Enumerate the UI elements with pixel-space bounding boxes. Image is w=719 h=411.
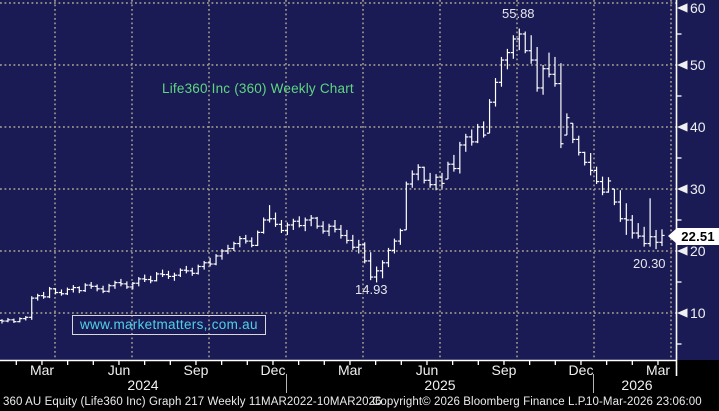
watermark-text: www.marketmatters,.com.au — [80, 317, 258, 332]
x-axis-year-label: 2024 — [127, 377, 159, 393]
last-price-tag: 22.51 — [668, 227, 719, 245]
x-axis-month-label: Mar — [337, 362, 363, 378]
chart-title: Life360 Inc (360) Weekly Chart — [162, 81, 354, 96]
plot-background — [0, 0, 719, 360]
x-axis-month-label: Dec — [568, 362, 594, 378]
x-axis-year-label: 2025 — [424, 377, 456, 393]
y-axis-label: 50 — [690, 57, 706, 73]
y-tick-arrow-icon — [677, 3, 688, 13]
last-price-value: 22.51 — [677, 227, 719, 245]
x-axis-month-label: Dec — [260, 362, 286, 378]
x-axis-month-label: Sep — [183, 362, 209, 378]
y-tick-arrow-icon — [677, 60, 688, 70]
y-axis-label: 60 — [690, 0, 706, 16]
y-tick-arrow-icon — [677, 308, 688, 318]
y-axis-label: 10 — [690, 305, 706, 321]
y-axis-label: 40 — [690, 119, 706, 135]
low-annotation: 14.93 — [355, 282, 388, 297]
x-axis-year-label: 2026 — [621, 377, 653, 393]
x-axis-month-label: Mar — [29, 362, 55, 378]
x-axis-month-label: Jun — [415, 362, 439, 378]
x-axis-month-label: Jun — [107, 362, 131, 378]
watermark-link: www.marketmatters,.com.au — [72, 315, 266, 335]
y-tick-arrow-icon — [677, 184, 688, 194]
high-annotation: 55.88 — [502, 6, 535, 21]
footer-copyright: Copyright© 2026 Bloomberg Finance L.P. — [372, 396, 588, 408]
x-axis-month-label: Mar — [645, 362, 671, 378]
y-axis-label: 20 — [690, 243, 706, 259]
x-axis-month-label: Sep — [491, 362, 517, 378]
recent-low-annotation: 20.30 — [633, 256, 666, 271]
y-tick-arrow-icon — [677, 122, 688, 132]
last-price-arrow-icon — [668, 228, 677, 244]
y-tick-arrow-icon — [677, 246, 688, 256]
y-axis-label: 30 — [690, 181, 706, 197]
price-bars[interactable] — [0, 28, 665, 324]
footer-timestamp: 10-Mar-2026 23:06:00 — [586, 396, 702, 408]
footer-security-info: 360 AU Equity (Life360 Inc) Graph 217 We… — [3, 396, 382, 408]
